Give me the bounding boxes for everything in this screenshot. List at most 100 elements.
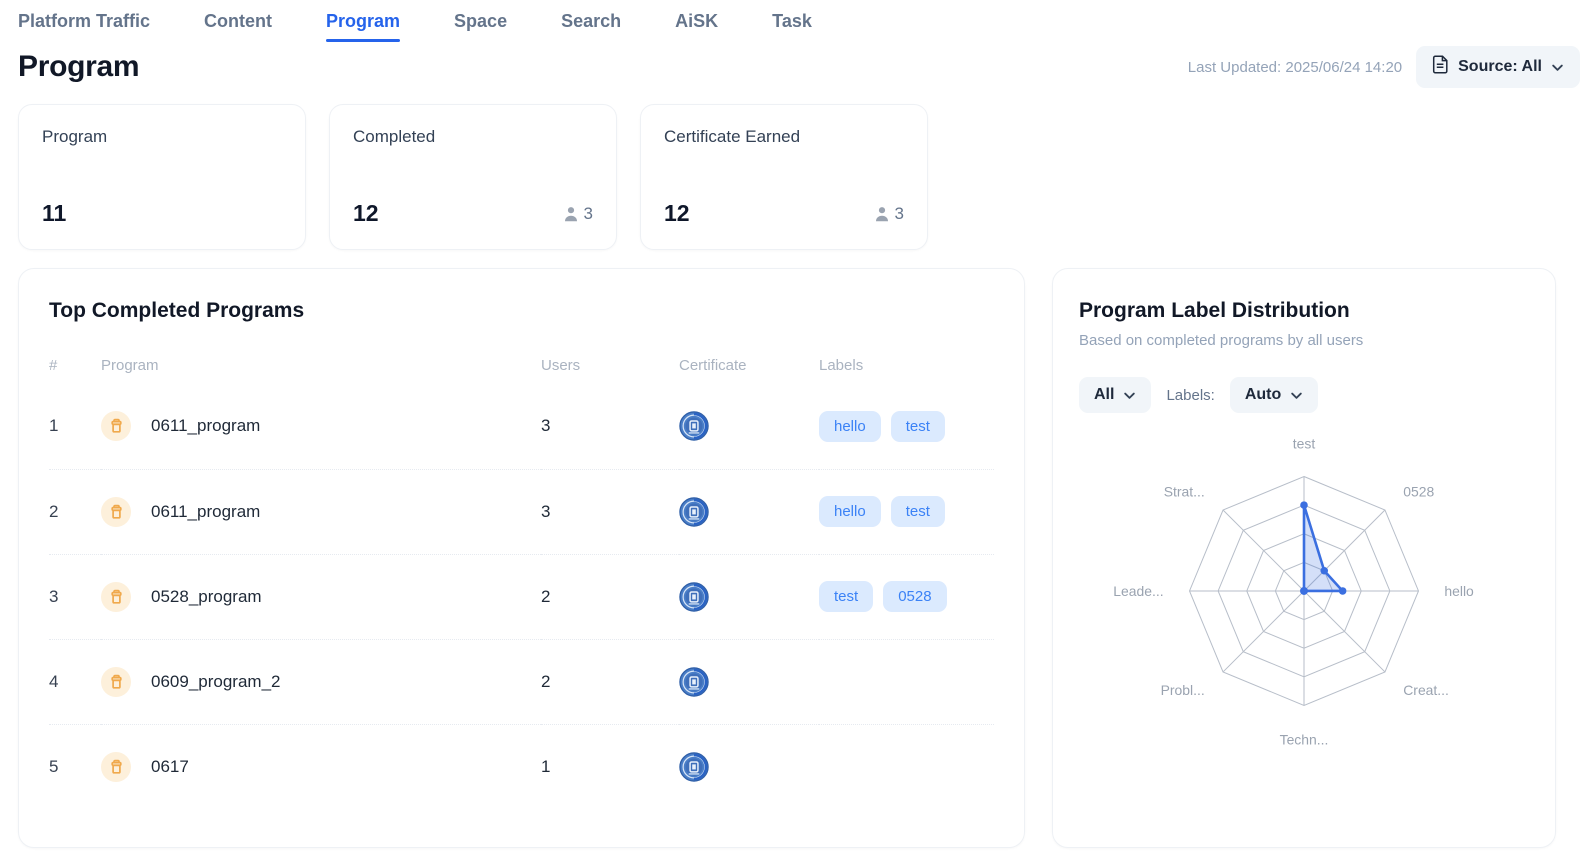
- program-type-icon: [101, 411, 131, 442]
- page-header: Program Last Updated: 2025/06/24 14:20 S…: [0, 42, 1594, 90]
- nav-tab-label: Search: [561, 11, 622, 31]
- radar-axis-label: Probl...: [1161, 682, 1205, 698]
- nav-tab-space[interactable]: Space: [454, 0, 533, 42]
- cell-users: 3: [541, 416, 551, 436]
- radar-axis-label: hello: [1444, 583, 1474, 599]
- radar-controls: All Labels: Auto: [1079, 377, 1529, 413]
- radar-data-point[interactable]: [1320, 566, 1329, 575]
- program-name: 0528_program: [151, 586, 262, 606]
- stat-card-footer: 11: [42, 200, 282, 227]
- table-row[interactable]: 3 0528_program 2 test 0528: [49, 554, 994, 639]
- program-name: 0609_program_2: [151, 671, 281, 691]
- stat-card-value: 12: [664, 200, 690, 226]
- radar-axis-spoke: [1303, 509, 1386, 592]
- cell-rank: 4: [49, 671, 59, 691]
- column-header-labels: Labels: [819, 357, 864, 374]
- page-title: Program: [18, 50, 140, 83]
- nav-tab-search[interactable]: Search: [561, 0, 647, 42]
- column-header-rank: #: [49, 357, 58, 374]
- radar-axis-label: Techn...: [1280, 731, 1329, 747]
- cell-users: 1: [541, 756, 551, 776]
- nav-tab-aisk[interactable]: AiSK: [675, 0, 744, 42]
- column-header-certificate: Certificate: [679, 357, 747, 374]
- nav-tab-program[interactable]: Program: [326, 0, 426, 42]
- labels-mode-select[interactable]: Auto: [1229, 377, 1319, 413]
- stat-card-user-value: 3: [583, 203, 593, 223]
- stat-card-label: Certificate Earned: [664, 127, 801, 146]
- top-completed-programs-table: # Program Users Certificate Labels 1 061…: [49, 357, 994, 809]
- page-header-actions: Last Updated: 2025/06/24 14:20 Source: A…: [1188, 46, 1580, 88]
- radar-chart-container: test 0528 hello Creat... Techn... Probl... Lea…: [1079, 421, 1529, 751]
- program-name: 0611_program: [151, 416, 261, 436]
- cell-program: 0611_program: [101, 384, 541, 469]
- radar-axis-label: Creat...: [1403, 682, 1449, 698]
- cell-labels: [819, 639, 994, 724]
- cell-labels: test 0528: [819, 554, 994, 639]
- nav-tab-label: AiSK: [675, 11, 719, 31]
- stat-card-label: Completed: [353, 127, 436, 146]
- certificate-badge-icon: [679, 666, 709, 697]
- radar-axis-spoke: [1303, 590, 1386, 673]
- label-pill[interactable]: test: [890, 410, 945, 442]
- cell-labels: hello test: [819, 384, 994, 469]
- stat-card-value: 11: [42, 200, 67, 226]
- radar-data-point[interactable]: [1300, 586, 1308, 595]
- certificate-badge-icon: [679, 581, 709, 612]
- program-label-distribution-panel: Program Label Distribution Based on comp…: [1052, 268, 1556, 848]
- radar-series-area: [1302, 503, 1344, 593]
- table-header-row: # Program Users Certificate Labels: [49, 357, 994, 384]
- label-pill[interactable]: test: [819, 581, 874, 612]
- person-icon: [875, 206, 889, 222]
- label-pill[interactable]: test: [890, 496, 945, 527]
- stat-card-label: Program: [42, 127, 108, 146]
- label-pill[interactable]: 0528: [883, 581, 947, 612]
- stat-card-user-count: 3: [564, 204, 593, 224]
- cell-certificate: [679, 469, 819, 554]
- cell-certificate: [679, 554, 819, 639]
- radar-data-point[interactable]: [1338, 587, 1347, 595]
- stat-card-certificate-earned: Certificate Earned 12 3: [640, 104, 928, 250]
- certificate-badge-icon: [679, 752, 709, 782]
- nav-tab-platform-traffic[interactable]: Platform Traffic: [18, 0, 176, 42]
- column-header-program: Program: [101, 357, 159, 374]
- program-name: 0617: [151, 756, 189, 776]
- chevron-down-icon: [1551, 61, 1564, 74]
- label-pill[interactable]: hello: [819, 410, 881, 442]
- scope-select[interactable]: All: [1079, 377, 1152, 413]
- cell-rank: 2: [49, 501, 59, 521]
- nav-tab-label: Program: [326, 11, 401, 31]
- stat-card-completed: Completed 12 3: [329, 104, 617, 250]
- column-header-users: Users: [541, 357, 581, 374]
- labels-mode-value: Auto: [1244, 386, 1282, 403]
- table-row[interactable]: 5 0617 1: [49, 724, 994, 809]
- radar-data-point[interactable]: [1300, 501, 1308, 509]
- program-type-icon: [101, 751, 131, 782]
- source-filter-label: Source: All: [1458, 58, 1542, 75]
- person-icon: [564, 206, 578, 222]
- nav-tab-content[interactable]: Content: [204, 0, 298, 42]
- dashboard-panels: Top Completed Programs # Program Users C…: [0, 250, 1594, 848]
- source-filter-dropdown[interactable]: Source: All: [1416, 46, 1580, 88]
- cell-program: 0617: [101, 724, 541, 809]
- nav-tab-label: Platform Traffic: [18, 11, 151, 31]
- program-type-icon: [101, 496, 131, 527]
- cell-program: 0609_program_2: [101, 639, 541, 724]
- radar-axis-label: 0528: [1403, 484, 1434, 500]
- nav-tab-task[interactable]: Task: [772, 0, 838, 42]
- cell-labels: [819, 724, 994, 809]
- radar-grid-ring: [1188, 475, 1420, 707]
- label-pill[interactable]: hello: [819, 496, 881, 527]
- last-updated-text: Last Updated: 2025/06/24 14:20: [1187, 58, 1403, 76]
- top-navigation: Platform Traffic Content Program Space S…: [0, 0, 1594, 42]
- radar-axis-spoke: [1222, 509, 1305, 592]
- program-type-icon: [101, 666, 131, 697]
- panel-subtitle: Based on completed programs by all users: [1079, 332, 1364, 349]
- cell-certificate: [679, 384, 819, 469]
- stat-card-user-value: 3: [894, 203, 904, 223]
- table-row[interactable]: 4 0609_program_2 2: [49, 639, 994, 724]
- table-body: 1 0611_program 3 hello test 2 0611_program 3…: [49, 384, 994, 809]
- cell-users: 2: [541, 671, 551, 691]
- chevron-down-icon: [1290, 389, 1303, 402]
- table-row[interactable]: 1 0611_program 3 hello test: [49, 384, 994, 469]
- table-row[interactable]: 2 0611_program 3 hello test: [49, 469, 994, 554]
